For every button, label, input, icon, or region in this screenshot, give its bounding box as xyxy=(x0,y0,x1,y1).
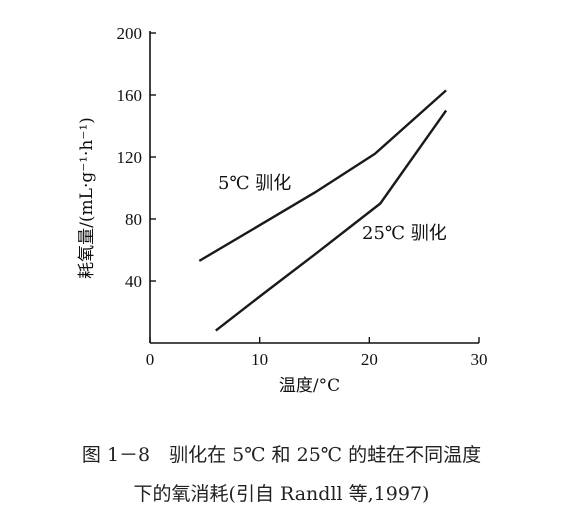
x-tick-label: 0 xyxy=(146,350,155,369)
series-line-1 xyxy=(198,89,447,262)
line-chart: 0 10 20 30 40 80 120 160 200 温度/°C 耗氧量/(mL·g⁻¹·… xyxy=(77,24,488,396)
x-tick-label: 10 xyxy=(251,350,268,369)
x-tick-label: 20 xyxy=(361,350,378,369)
axes xyxy=(149,31,479,344)
figure-caption-line-2: 下的氧消耗(引自 Randll 等,1997) xyxy=(133,483,430,505)
y-tick-label: 160 xyxy=(117,86,143,105)
y-tick-label: 200 xyxy=(117,24,143,43)
y-tick-label: 120 xyxy=(117,148,143,167)
x-ticks: 0 10 20 30 xyxy=(146,337,488,369)
figure-caption-line-1: 图 1－8 驯化在 5℃ 和 25℃ 的蛙在不同温度 xyxy=(81,444,482,466)
y-ticks: 40 80 120 160 200 xyxy=(117,24,156,291)
series-lines xyxy=(198,89,448,332)
series-label-25c: 25℃ 驯化 xyxy=(362,223,447,244)
x-axis-label: 温度/°C xyxy=(279,376,340,396)
y-axis-label: 耗氧量/(mL·g⁻¹·h⁻¹) xyxy=(77,117,97,279)
x-tick-label: 30 xyxy=(471,350,488,369)
series-line-2 xyxy=(215,109,448,332)
y-tick-label: 40 xyxy=(125,272,142,291)
y-tick-label: 80 xyxy=(125,210,142,229)
series-label-5c: 5℃ 驯化 xyxy=(218,173,291,194)
